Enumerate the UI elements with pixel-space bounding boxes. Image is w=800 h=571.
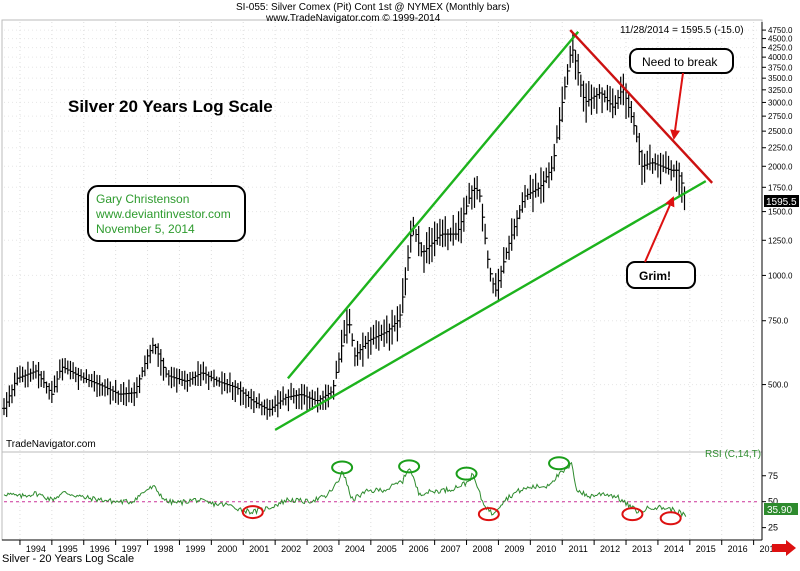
y-tick-label: 500.0 xyxy=(768,381,789,390)
x-tick-label: 2003 xyxy=(313,544,333,554)
rsi-overbought-circle xyxy=(455,466,478,481)
trendline-resistance xyxy=(569,29,714,184)
y-tick-label: 3750.0 xyxy=(768,63,793,72)
y-tick-label: 3000.0 xyxy=(768,98,793,107)
footer-label: Silver - 20 Years Log Scale xyxy=(2,553,134,565)
author-date: November 5, 2014 xyxy=(96,222,195,236)
rsi-overbought-circle xyxy=(548,456,571,471)
x-tick-label: 1994 xyxy=(26,544,46,554)
x-tick-label: 2016 xyxy=(728,544,748,554)
y-tick-label: 4250.0 xyxy=(768,44,793,53)
rsi-pane xyxy=(1,451,763,541)
need-to-break-box xyxy=(629,48,734,74)
y-tick-label: 2250.0 xyxy=(768,144,793,153)
x-tick-label: 2008 xyxy=(472,544,492,554)
rsi-tick-label: 75 xyxy=(768,471,778,481)
x-tick-label: 2004 xyxy=(345,544,365,554)
author-box xyxy=(87,185,246,242)
trendline-upper-support xyxy=(286,30,580,380)
x-tick-label: 2013 xyxy=(632,544,652,554)
x-tick-label: 1995 xyxy=(58,544,78,554)
trendline-lower-support xyxy=(274,180,707,431)
rsi-oversold-circle xyxy=(621,507,644,522)
time-axis: 1994 1995 1996 1997 1998 1999 2000 2001 2002 2003… xyxy=(2,539,780,554)
x-tick-label: 2002 xyxy=(281,544,301,554)
scroll-right-icon[interactable] xyxy=(772,540,796,556)
rsi-tick-label: 25 xyxy=(768,523,778,533)
need-to-break-arrow xyxy=(670,72,684,140)
x-tick-label: 2011 xyxy=(568,544,587,554)
price-readout: 11/28/2014 = 1595.5 (-15.0) xyxy=(620,25,744,36)
author-website: www.deviantinvestor.com xyxy=(95,207,231,221)
x-tick-label: 2006 xyxy=(409,544,429,554)
watermark: TradeNavigator.com xyxy=(6,439,96,450)
rsi-value-tag xyxy=(764,503,798,515)
rsi-value-tag-text: 35.90 xyxy=(767,505,792,516)
x-tick-label: 2009 xyxy=(504,544,524,554)
x-tick-label: 2000 xyxy=(217,544,237,554)
trendlines xyxy=(274,29,714,431)
x-tick-label: 1997 xyxy=(122,544,142,554)
y-tick-label: 3250.0 xyxy=(768,86,793,95)
rsi-oversold-circle xyxy=(659,511,682,526)
chart-title-annotation: Silver 20 Years Log Scale xyxy=(68,97,273,116)
x-tick-label: 2017 xyxy=(760,544,780,554)
chart-header-title: SI-055: Silver Comex (Pit) Cont 1st @ NY… xyxy=(236,2,510,13)
x-tick-label: 2014 xyxy=(664,544,684,554)
author-name: Gary Christenson xyxy=(96,192,189,206)
grim-arrow xyxy=(644,196,675,263)
y-tick-label: 750.0 xyxy=(768,317,789,326)
x-tick-label: 1998 xyxy=(153,544,173,554)
x-tick-label: 2005 xyxy=(377,544,397,554)
x-tick-label: 2015 xyxy=(696,544,716,554)
y-tick-label: 2500.0 xyxy=(768,127,793,136)
last-price-tag-text: 1595.5 xyxy=(766,197,797,208)
y-tick-label: 1000.0 xyxy=(768,271,793,280)
x-tick-label: 1996 xyxy=(90,544,110,554)
rsi-plot: 25 50 75 xyxy=(3,452,778,540)
rsi-oversold-circle xyxy=(241,505,264,520)
y-tick-label: 1250.0 xyxy=(768,236,793,245)
y-tick-label: 1500.0 xyxy=(768,208,793,217)
last-price-tag xyxy=(764,195,799,207)
price-bars xyxy=(2,33,687,420)
rsi-overbought-circle xyxy=(398,459,421,474)
x-tick-label: 2012 xyxy=(600,544,620,554)
x-tick-label: 1999 xyxy=(185,544,205,554)
chart-header-subtitle: www.TradeNavigator.com © 1999-2014 xyxy=(265,13,441,24)
y-tick-label: 2750.0 xyxy=(768,112,793,121)
rsi-oversold-circle xyxy=(477,507,500,522)
y-tick-label: 1750.0 xyxy=(768,183,793,192)
need-to-break-label: Need to break xyxy=(642,55,718,69)
rsi-label: RSI (C,14,T) xyxy=(705,449,761,460)
rsi-line xyxy=(3,461,687,518)
rsi-overbought-circle xyxy=(331,460,354,475)
y-tick-label: 4750.0 xyxy=(768,26,793,35)
grim-label: Grim! xyxy=(639,269,671,283)
y-tick-label: 2000.0 xyxy=(768,162,793,171)
y-tick-label: 3500.0 xyxy=(768,74,793,83)
rsi-tick-label: 50 xyxy=(768,497,778,507)
x-tick-label: 2007 xyxy=(441,544,461,554)
y-tick-label: 4000.0 xyxy=(768,53,793,62)
x-tick-label: 2010 xyxy=(536,544,556,554)
x-tick-label: 2001 xyxy=(249,544,269,554)
price-axis: 500.0 750.0 1000.0 1250.0 1500.0 1750.0 2000.0… xyxy=(761,22,793,452)
y-tick-label: 4500.0 xyxy=(768,35,793,44)
grim-box xyxy=(626,261,696,289)
